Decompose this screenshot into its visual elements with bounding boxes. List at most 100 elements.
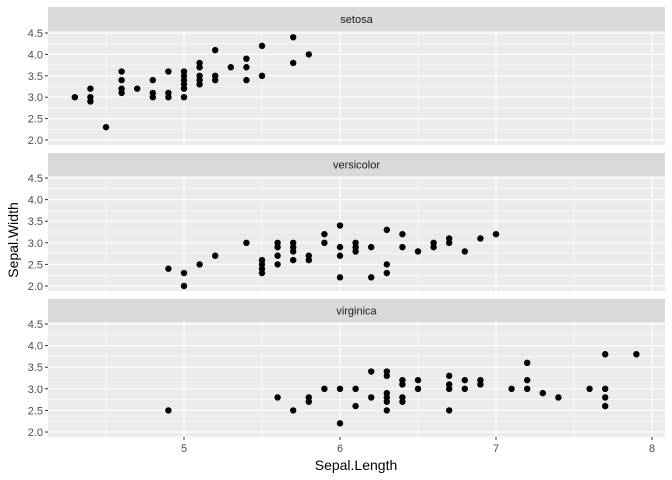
data-point xyxy=(321,230,328,238)
data-point xyxy=(430,239,437,246)
data-point xyxy=(196,72,203,80)
data-point xyxy=(399,243,406,251)
data-point xyxy=(165,89,172,97)
data-point xyxy=(290,59,297,67)
facet-strip xyxy=(48,299,665,322)
data-point xyxy=(274,239,281,246)
facet-strip xyxy=(48,153,665,176)
data-point xyxy=(212,72,219,80)
x-tick-label: 5 xyxy=(181,443,187,455)
y-tick-label: 4.0 xyxy=(28,195,43,207)
y-tick-label: 4.0 xyxy=(28,341,43,353)
y-tick-label: 3.0 xyxy=(28,92,43,104)
data-point xyxy=(477,376,484,384)
data-point xyxy=(336,222,344,229)
data-point xyxy=(212,46,219,54)
data-point xyxy=(290,407,297,414)
data-point xyxy=(305,394,312,401)
data-point xyxy=(149,89,156,97)
panel-background xyxy=(48,322,665,437)
y-tick-label: 2.0 xyxy=(28,135,43,147)
data-point xyxy=(196,59,203,67)
y-tick-label: 3.0 xyxy=(28,238,43,250)
data-point xyxy=(274,252,281,259)
data-point xyxy=(290,256,297,264)
data-point xyxy=(383,269,390,277)
data-point xyxy=(492,230,500,238)
data-point xyxy=(321,385,328,392)
data-point xyxy=(352,239,359,246)
data-point xyxy=(180,68,188,75)
y-tick-label: 2.0 xyxy=(28,427,43,439)
y-tick-label: 3.5 xyxy=(28,362,43,374)
data-point xyxy=(305,252,312,259)
data-point xyxy=(368,368,375,375)
data-point xyxy=(212,252,219,259)
data-point xyxy=(633,351,640,358)
data-point xyxy=(274,394,281,401)
x-axis-title: Sepal.Length xyxy=(315,457,398,473)
data-point xyxy=(274,261,281,268)
data-point xyxy=(243,55,250,62)
data-point xyxy=(446,407,453,414)
data-point xyxy=(477,235,484,242)
data-point xyxy=(383,261,390,268)
data-point xyxy=(602,402,609,410)
data-point xyxy=(258,256,266,264)
data-point xyxy=(118,68,125,75)
data-point xyxy=(321,239,328,246)
data-point xyxy=(87,85,94,92)
y-tick-label: 2.5 xyxy=(28,405,43,417)
data-point xyxy=(149,76,156,84)
facet-strip-label: virginica xyxy=(336,306,377,318)
data-point xyxy=(180,282,188,290)
y-tick-label: 2.5 xyxy=(28,114,43,126)
data-point xyxy=(336,385,344,392)
data-point xyxy=(336,243,344,251)
y-tick-label: 4.5 xyxy=(28,28,43,40)
data-point xyxy=(258,42,266,50)
y-tick-label: 4.0 xyxy=(28,49,43,61)
data-point xyxy=(368,243,375,251)
data-point xyxy=(414,376,422,384)
data-point xyxy=(258,72,266,80)
data-point xyxy=(383,226,390,234)
data-point xyxy=(243,64,250,71)
data-point xyxy=(227,64,234,71)
data-point xyxy=(602,351,609,358)
data-point xyxy=(243,239,250,246)
data-point xyxy=(555,394,562,401)
data-point xyxy=(352,385,359,392)
data-point xyxy=(524,385,531,392)
facet-versicolor: versicolor 2.0 2.5 3.0 3.5 4.0 4.5 xyxy=(28,153,665,293)
data-point xyxy=(118,85,125,92)
data-point xyxy=(399,376,406,384)
data-point xyxy=(414,248,422,255)
data-point xyxy=(524,376,531,384)
data-point xyxy=(165,265,172,272)
x-tick-label: 6 xyxy=(337,443,343,455)
y-tick-label: 4.5 xyxy=(28,319,43,331)
data-point xyxy=(446,381,453,388)
data-point xyxy=(336,420,344,427)
data-point xyxy=(87,94,94,101)
y-tick-label: 2.0 xyxy=(28,281,43,293)
data-point xyxy=(399,230,406,238)
data-point xyxy=(383,389,390,397)
y-tick-label: 2.5 xyxy=(28,259,43,271)
y-tick-label: 3.0 xyxy=(28,384,43,396)
data-point xyxy=(508,385,515,392)
data-point xyxy=(524,359,531,367)
data-point xyxy=(102,123,110,131)
data-point xyxy=(180,269,188,277)
panel-background xyxy=(48,176,665,291)
data-point xyxy=(368,274,375,281)
facet-strip xyxy=(48,7,665,31)
data-point xyxy=(602,385,609,392)
data-point xyxy=(461,248,468,255)
data-point xyxy=(290,34,297,41)
y-axis-title: Sepal.Width xyxy=(5,202,21,277)
data-point xyxy=(446,235,453,242)
y-tick-label: 3.5 xyxy=(28,216,43,228)
